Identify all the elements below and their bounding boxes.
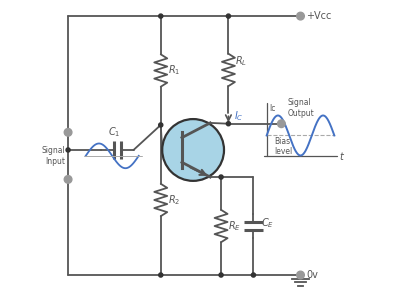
Text: $R_1$: $R_1$: [168, 64, 180, 78]
Circle shape: [64, 176, 72, 183]
Text: $R_L$: $R_L$: [235, 54, 247, 68]
Text: Signal
Output: Signal Output: [287, 98, 314, 118]
Circle shape: [64, 129, 72, 136]
Text: $C_E$: $C_E$: [261, 216, 274, 230]
Circle shape: [226, 14, 230, 18]
Text: $R_E$: $R_E$: [228, 219, 240, 233]
Circle shape: [159, 123, 163, 127]
Circle shape: [162, 119, 224, 181]
Text: +Vcc: +Vcc: [306, 11, 332, 21]
Circle shape: [297, 12, 304, 20]
Circle shape: [66, 148, 70, 152]
Circle shape: [219, 175, 223, 179]
Circle shape: [159, 14, 163, 18]
Text: $R_2$: $R_2$: [168, 193, 180, 207]
Text: Ic: Ic: [269, 105, 276, 113]
Text: $I_C$: $I_C$: [234, 110, 243, 123]
Text: 0v: 0v: [306, 270, 318, 280]
Text: $C_1$: $C_1$: [108, 125, 121, 139]
Circle shape: [226, 122, 230, 126]
Circle shape: [277, 120, 285, 127]
Circle shape: [297, 271, 304, 279]
Circle shape: [219, 273, 223, 277]
Text: $t$: $t$: [339, 150, 345, 162]
Circle shape: [159, 273, 163, 277]
Circle shape: [252, 273, 256, 277]
Text: Bias
level: Bias level: [274, 137, 292, 156]
Text: Signal
Input: Signal Input: [41, 146, 65, 165]
